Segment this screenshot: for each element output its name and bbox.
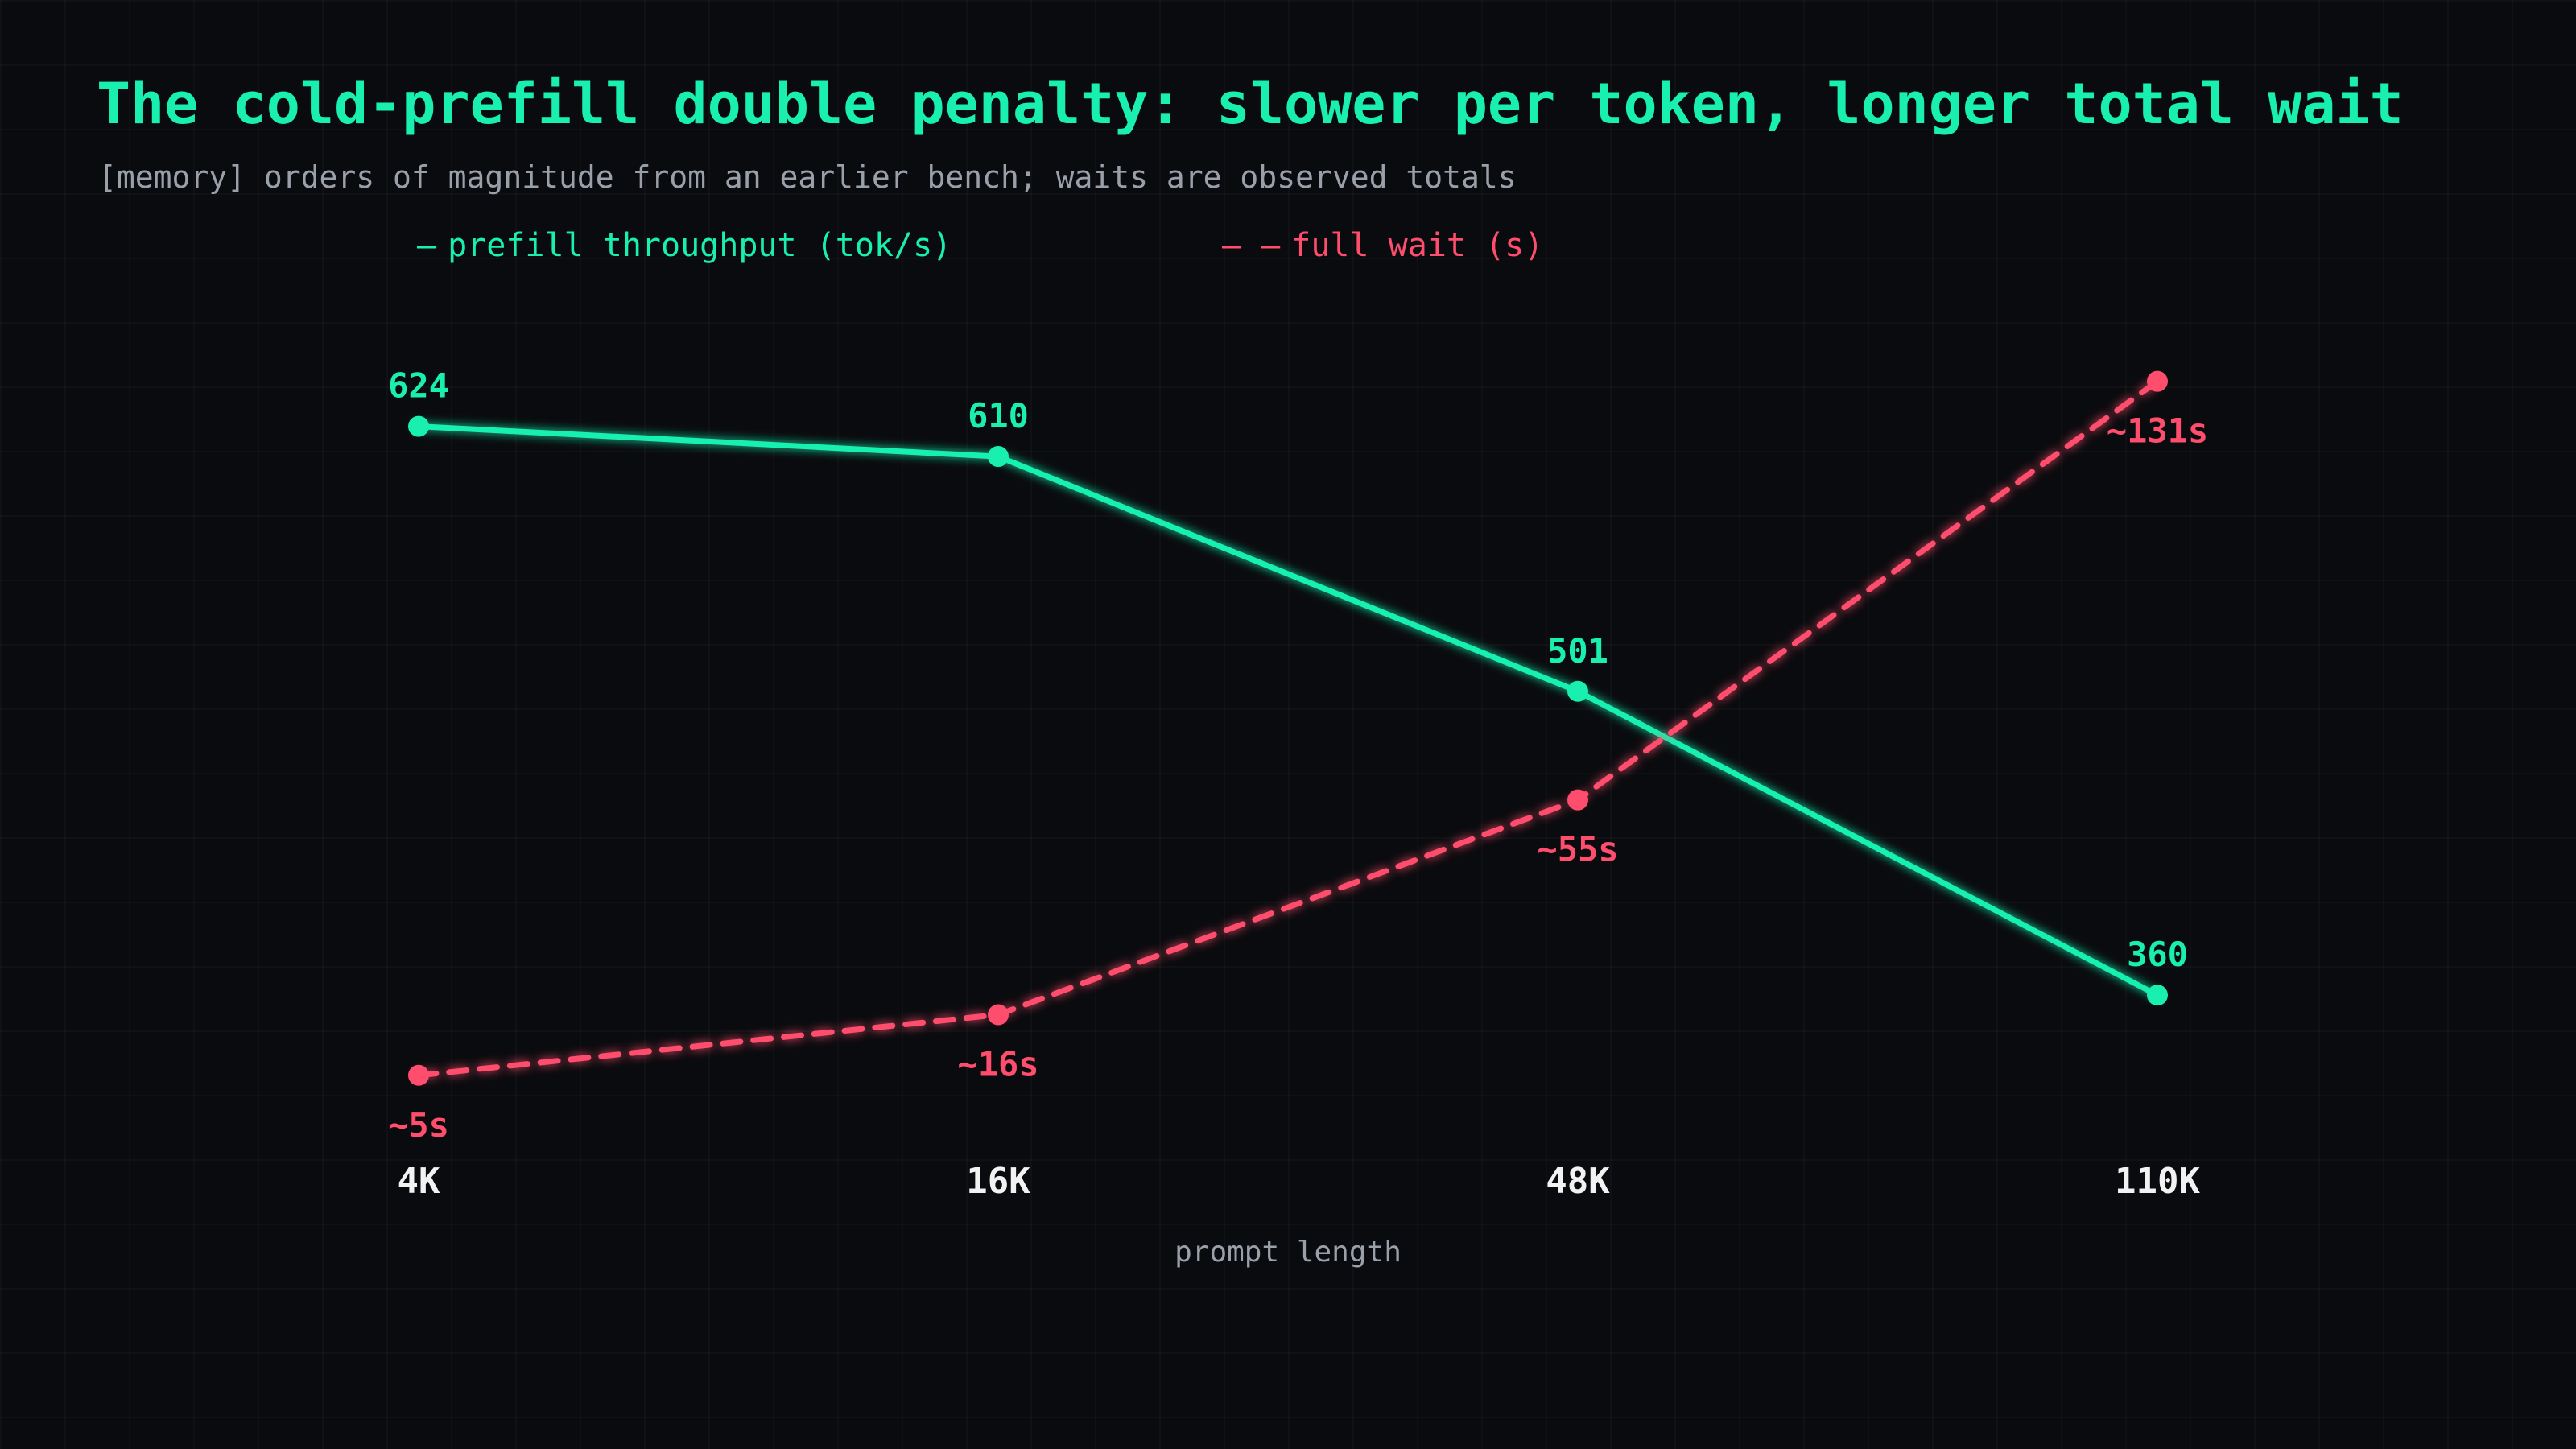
x-tick-label-1: 16K <box>966 1161 1030 1202</box>
chart-subtitle: [memory] orders of magnitude from an ear… <box>98 159 1517 195</box>
data-point-wait-0 <box>408 1064 429 1086</box>
series-line-throughput <box>415 423 2161 998</box>
data-label-wait-2: ~55s <box>1537 830 1618 869</box>
data-label-throughput-1: 610 <box>968 396 1029 436</box>
data-label-wait-0: ~5s <box>388 1105 449 1145</box>
x-axis-label: prompt length <box>1174 1236 1402 1269</box>
legend-label-wait: full wait (s) <box>1291 227 1544 264</box>
series-line-wait <box>415 378 2161 1079</box>
data-label-wait-1: ~16s <box>957 1045 1038 1084</box>
legend-item-throughput: — prefill throughput (tok/s) <box>417 227 952 264</box>
x-tick-label-3: 110K <box>2115 1161 2200 1202</box>
data-point-throughput-2 <box>1567 680 1588 702</box>
data-point-throughput-1 <box>988 446 1009 468</box>
x-tick-label-2: 48K <box>1546 1161 1610 1202</box>
data-label-throughput-0: 624 <box>388 366 449 406</box>
legend-swatch-wait: – – <box>1222 227 1281 264</box>
legend-item-wait: – – full wait (s) <box>1222 227 1543 264</box>
data-label-throughput-3: 360 <box>2127 935 2188 974</box>
legend-swatch-throughput: — <box>417 227 437 264</box>
legend-label-throughput: prefill throughput (tok/s) <box>448 227 952 264</box>
data-point-wait-1 <box>988 1004 1009 1026</box>
data-point-throughput-0 <box>408 415 429 437</box>
data-point-wait-2 <box>1567 789 1588 811</box>
data-label-throughput-2: 501 <box>1547 631 1608 671</box>
data-point-wait-3 <box>2147 370 2168 392</box>
data-label-wait-3: ~131s <box>2107 411 2208 451</box>
x-tick-label-0: 4K <box>398 1161 440 1202</box>
chart-title: The cold-prefill double penalty: slower … <box>97 71 2404 137</box>
data-point-throughput-3 <box>2147 985 2168 1006</box>
